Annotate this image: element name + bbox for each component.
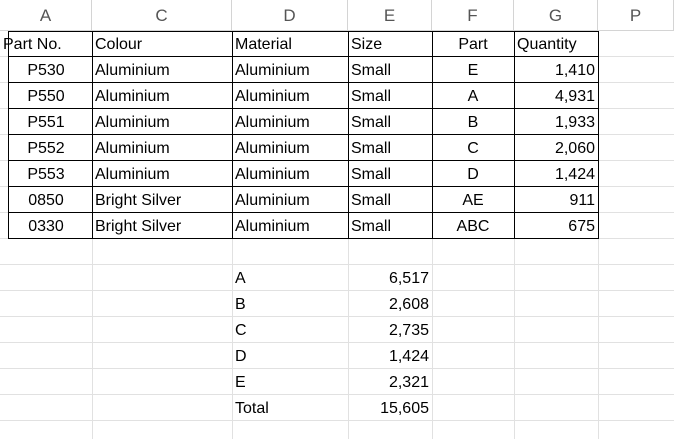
table-cell[interactable]: 2,060 xyxy=(554,140,595,157)
summary-value-cell[interactable]: 15,605 xyxy=(380,400,429,417)
table-border-line xyxy=(8,82,599,83)
table-cell[interactable]: 1,933 xyxy=(554,114,595,131)
table-cell[interactable]: Bright Silver xyxy=(95,192,182,209)
column-header-p[interactable]: P xyxy=(598,0,674,30)
table-cell[interactable]: 911 xyxy=(569,192,595,209)
table-border-line xyxy=(8,186,599,187)
table-cell[interactable]: Small xyxy=(351,62,392,79)
table-header-cell[interactable]: Size xyxy=(351,36,383,53)
table-border-line xyxy=(8,108,599,109)
table-cell[interactable]: Small xyxy=(351,140,392,157)
table-cell[interactable]: Aluminium xyxy=(95,62,170,79)
table-cell[interactable]: 675 xyxy=(568,218,595,235)
summary-value-cell[interactable]: 6,517 xyxy=(388,270,429,287)
table-cell[interactable]: B xyxy=(467,114,479,131)
summary-value-cell[interactable]: 2,321 xyxy=(388,374,429,391)
table-cell[interactable]: P530 xyxy=(27,62,65,79)
gridline-horizontal xyxy=(0,264,674,265)
gridline-horizontal xyxy=(0,420,674,421)
table-cell[interactable]: Aluminium xyxy=(235,192,310,209)
table-cell[interactable]: P552 xyxy=(27,140,65,157)
table-cell[interactable]: C xyxy=(467,140,479,157)
table-cell[interactable]: E xyxy=(467,62,479,79)
table-cell[interactable]: Aluminium xyxy=(95,88,170,105)
table-border-line xyxy=(92,31,93,239)
table-border-line xyxy=(348,31,349,239)
table-cell[interactable]: D xyxy=(467,166,479,183)
table-cell[interactable]: 0850 xyxy=(28,192,64,209)
table-border-line xyxy=(8,238,599,239)
table-border-line xyxy=(432,31,433,239)
table-border-line xyxy=(8,31,9,239)
table-cell[interactable]: Small xyxy=(351,218,392,235)
table-cell[interactable]: P551 xyxy=(27,114,65,131)
gridline-horizontal xyxy=(0,394,674,395)
table-cell[interactable]: Aluminium xyxy=(235,166,310,183)
summary-label-cell[interactable]: D xyxy=(235,348,247,365)
table-cell[interactable]: Aluminium xyxy=(235,114,310,131)
table-cell[interactable]: Small xyxy=(351,192,392,209)
gridline-horizontal xyxy=(0,316,674,317)
table-cell[interactable]: Small xyxy=(351,166,392,183)
table-border-line xyxy=(514,31,515,239)
table-header-cell[interactable]: Part xyxy=(458,36,488,53)
summary-label-cell[interactable]: E xyxy=(235,374,246,391)
summary-value-cell[interactable]: 1,424 xyxy=(388,348,429,365)
table-header-cell[interactable]: Part No. xyxy=(3,36,62,53)
table-cell[interactable]: P553 xyxy=(27,166,65,183)
table-cell[interactable]: Aluminium xyxy=(95,166,170,183)
summary-value-cell[interactable]: 2,608 xyxy=(388,296,429,313)
gridline-horizontal xyxy=(0,368,674,369)
column-header-e[interactable]: E xyxy=(348,0,432,30)
table-cell[interactable]: Aluminium xyxy=(235,62,310,79)
table-cell[interactable]: 4,931 xyxy=(554,88,595,105)
table-cell[interactable]: Aluminium xyxy=(235,88,310,105)
table-border-line xyxy=(8,31,599,32)
table-header-cell[interactable]: Colour xyxy=(95,36,143,53)
column-header-a[interactable]: A xyxy=(0,0,92,30)
table-cell[interactable]: Small xyxy=(351,114,392,131)
summary-label-cell[interactable]: C xyxy=(235,322,247,339)
table-border-line xyxy=(598,31,599,239)
table-cell[interactable]: A xyxy=(467,88,479,105)
summary-label-cell[interactable]: A xyxy=(235,270,246,287)
table-cell[interactable]: Aluminium xyxy=(235,140,310,157)
column-header-g[interactable]: G xyxy=(514,0,598,30)
table-cell[interactable]: 1,424 xyxy=(554,166,595,183)
table-header-cell[interactable]: Material xyxy=(235,36,292,53)
table-cell[interactable]: Aluminium xyxy=(235,218,310,235)
summary-label-cell[interactable]: B xyxy=(235,296,246,313)
table-cell[interactable]: AE xyxy=(462,192,484,209)
table-cell[interactable]: Small xyxy=(351,88,392,105)
table-border-line xyxy=(8,56,599,57)
gridline-horizontal xyxy=(0,290,674,291)
table-cell[interactable]: Aluminium xyxy=(95,140,170,157)
summary-value-cell[interactable]: 2,735 xyxy=(388,322,429,339)
gridline-horizontal xyxy=(0,342,674,343)
column-header-f[interactable]: F xyxy=(432,0,514,30)
table-border-line xyxy=(232,31,233,239)
table-cell[interactable]: Aluminium xyxy=(95,114,170,131)
table-cell[interactable]: ABC xyxy=(456,218,490,235)
table-border-line xyxy=(8,134,599,135)
summary-label-cell[interactable]: Total xyxy=(235,400,269,417)
table-header-cell[interactable]: Quantity xyxy=(517,36,577,53)
column-header-c[interactable]: C xyxy=(92,0,232,30)
table-cell[interactable]: 1,410 xyxy=(554,62,595,79)
table-border-line xyxy=(8,160,599,161)
table-cell[interactable]: P550 xyxy=(27,88,65,105)
column-header-d[interactable]: D xyxy=(232,0,348,30)
table-cell[interactable]: Bright Silver xyxy=(95,218,182,235)
table-border-line xyxy=(8,212,599,213)
table-cell[interactable]: 0330 xyxy=(28,218,64,235)
